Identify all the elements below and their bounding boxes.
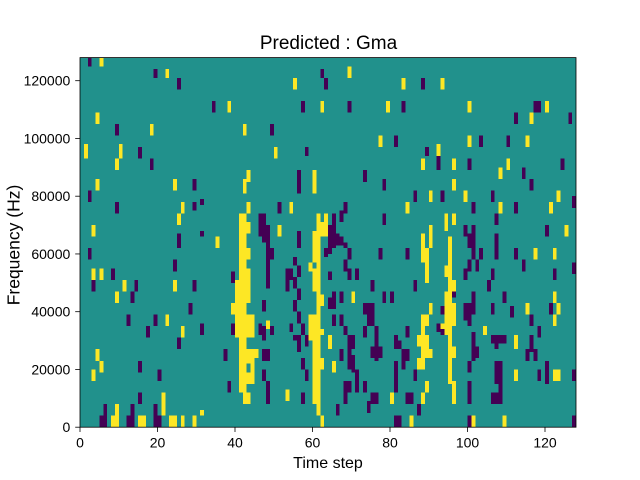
svg-text:0: 0 (76, 435, 84, 451)
svg-text:120: 120 (533, 435, 557, 451)
svg-text:0: 0 (63, 419, 71, 435)
svg-text:40000: 40000 (31, 304, 70, 320)
svg-text:80: 80 (382, 435, 398, 451)
svg-text:Frequency (Hz): Frequency (Hz) (4, 185, 24, 306)
svg-text:Time step: Time step (293, 455, 363, 472)
svg-text:Predicted : Gma: Predicted : Gma (260, 33, 398, 54)
svg-text:20: 20 (150, 435, 166, 451)
svg-text:60: 60 (305, 435, 321, 451)
svg-text:60000: 60000 (31, 246, 70, 262)
svg-text:100000: 100000 (24, 130, 71, 146)
svg-text:120000: 120000 (24, 73, 71, 89)
svg-text:80000: 80000 (31, 188, 70, 204)
svg-text:20000: 20000 (31, 361, 70, 377)
svg-text:100: 100 (456, 435, 480, 451)
svg-text:40: 40 (227, 435, 243, 451)
